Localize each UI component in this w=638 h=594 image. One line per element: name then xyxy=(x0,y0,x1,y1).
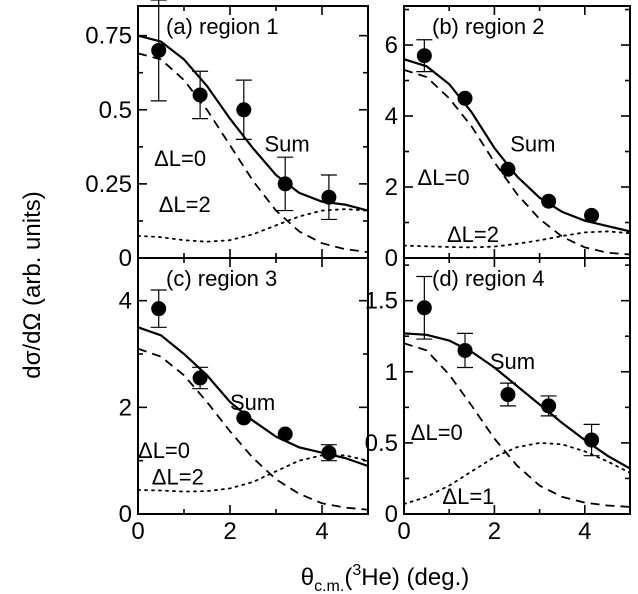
panel-frame xyxy=(137,5,369,259)
panel-frame xyxy=(137,257,369,515)
x-title-paren: ( xyxy=(344,564,352,591)
data-point xyxy=(192,87,208,103)
data-point xyxy=(500,387,516,403)
data-point xyxy=(541,193,557,209)
data-point xyxy=(192,370,208,386)
curve-label: ΔL=0 xyxy=(138,438,190,463)
x-tick-label: 2 xyxy=(488,518,501,545)
y-tick-label: 0 xyxy=(385,501,398,528)
curve-label: Sum xyxy=(230,390,275,415)
y-tick-label: 0 xyxy=(385,245,398,272)
data-point xyxy=(277,426,293,442)
curve-label: ΔL=0 xyxy=(418,165,470,190)
curve-solid xyxy=(138,34,368,212)
curve-label: ΔL=2 xyxy=(152,465,204,490)
data-point xyxy=(416,48,432,64)
data-point xyxy=(236,102,252,118)
data-point xyxy=(151,42,167,58)
panel-label: (b) region 2 xyxy=(432,14,545,39)
panels: 00.250.50.75 (a) region 1SumΔL=0ΔL=20246(… xyxy=(85,0,631,545)
y-tick-label: 0.5 xyxy=(365,430,398,457)
data-point xyxy=(500,161,516,177)
x-tick-label: 2 xyxy=(223,518,236,545)
y-axis-title: dσ/dΩ (arb. units) xyxy=(19,191,46,379)
panel-3: 0 2 4 0 2 4 (c) region 3 Sum ΔL=0ΔL=2 xyxy=(119,257,369,545)
data-point xyxy=(584,432,600,448)
x-tick-label: 4 xyxy=(578,518,591,545)
curve-dotted xyxy=(404,441,630,505)
y-tick-label: 0 xyxy=(119,245,132,272)
data-point xyxy=(541,398,557,414)
y-tick-label: 0.5 xyxy=(99,97,132,124)
x-tick-label: 0 xyxy=(397,518,410,545)
x-title-rest: He) (deg.) xyxy=(361,564,469,591)
curve-label: ΔL=0 xyxy=(154,146,206,171)
y-tick-label: 2 xyxy=(385,174,398,201)
curve-label: ΔL=0 xyxy=(411,420,463,445)
curve-label: Sum xyxy=(490,349,535,374)
y-tick-label: 0.25 xyxy=(85,171,132,198)
panel-4: 0 2 4 0 0.5 1 1.5 (d) region 4 Sum ΔL=0 ΔL=1 xyxy=(365,257,631,545)
x-title-cm: c.m. xyxy=(314,578,344,594)
data-point xyxy=(416,300,432,316)
x-title-mass: 3 xyxy=(352,562,361,579)
curve-dashed xyxy=(404,69,630,256)
curve-dotted xyxy=(404,230,630,249)
data-point xyxy=(236,410,252,426)
y-tick-label: 0 xyxy=(119,501,132,528)
panel-1: 0 0.25 0.5 0.75 (a) region 1 Sum ΔL=0 ΔL=2 xyxy=(85,0,369,272)
curve-label: Sum xyxy=(510,132,555,157)
x-title-theta: θ xyxy=(301,564,314,591)
panel-label: (c) region 3 xyxy=(166,266,277,291)
data-point xyxy=(321,445,337,461)
data-point xyxy=(151,301,167,317)
curve-label: ΔL=2 xyxy=(159,192,211,217)
x-axis-title: θc.m.(3He) (deg.) xyxy=(301,562,470,594)
curve-label: ΔL=2 xyxy=(447,222,499,247)
y-tick-label: 2 xyxy=(119,394,132,421)
data-point xyxy=(277,176,293,192)
curve-label: ΔL=1 xyxy=(442,484,494,509)
curve-label: Sum xyxy=(265,131,310,156)
curve-dashed xyxy=(404,342,630,508)
y-tick-label: 1.5 xyxy=(365,288,398,315)
data-point xyxy=(584,207,600,223)
y-tick-label: 4 xyxy=(119,288,132,315)
data-point xyxy=(457,90,473,106)
y-tick-label: 0.75 xyxy=(85,23,132,50)
y-tick-label: 1 xyxy=(385,359,398,386)
data-point xyxy=(321,189,337,205)
panel-frame xyxy=(403,257,631,515)
panel-label: (d) region 4 xyxy=(432,266,545,291)
y-tick-label: 4 xyxy=(385,103,398,130)
data-point xyxy=(457,342,473,358)
panel-label: (a) region 1 xyxy=(166,14,279,39)
x-tick-label: 0 xyxy=(131,518,144,545)
panel-2: 0 2 4 6 (b) region 2 Sum ΔL=0 ΔL=2 xyxy=(385,5,631,272)
y-tick-label: 6 xyxy=(385,32,398,59)
curve-dotted xyxy=(138,208,368,243)
x-tick-label: 4 xyxy=(315,518,328,545)
